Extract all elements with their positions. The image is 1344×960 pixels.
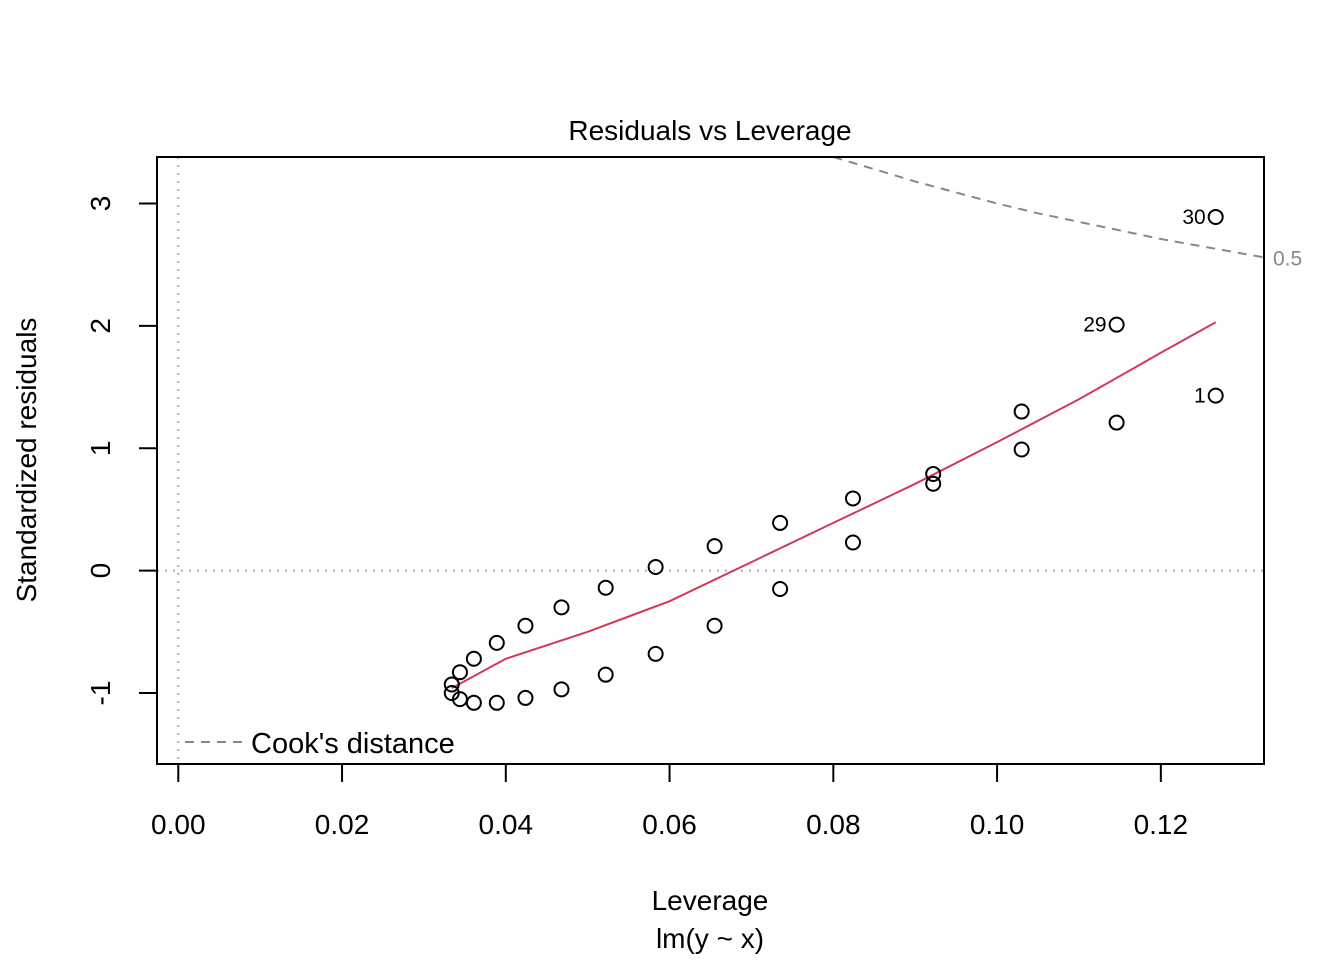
plot-frame <box>156 156 1265 765</box>
x-tick-label: 0.00 <box>151 809 206 840</box>
data-point <box>1108 414 1125 431</box>
data-point <box>465 694 482 711</box>
data-point <box>443 676 460 693</box>
y-tick-label: 0 <box>85 563 116 579</box>
data-point <box>925 475 942 492</box>
x-tick-label: 0.10 <box>970 809 1025 840</box>
data-point <box>597 579 614 596</box>
data-point <box>553 681 570 698</box>
x-tick-label: 0.12 <box>1134 809 1189 840</box>
legend: Cook's distance <box>185 728 455 760</box>
reference-lines <box>157 157 1264 764</box>
data-point <box>465 650 482 667</box>
point-label: 29 <box>1083 314 1106 337</box>
y-tick-label: -1 <box>85 681 116 706</box>
data-point <box>772 580 789 597</box>
data-point <box>1207 387 1224 404</box>
point-label: 30 <box>1182 206 1205 229</box>
legend-label: Cook's distance <box>251 728 455 760</box>
data-point <box>647 645 664 662</box>
point-labels: 1 29 30 <box>1083 206 1205 408</box>
data-point <box>647 558 664 575</box>
data-point <box>844 490 861 507</box>
point-label: 1 <box>1194 385 1206 408</box>
x-axis: 0.00 0.02 0.04 0.06 0.08 0.10 0.12 <box>151 763 1189 840</box>
y-tick-label: 3 <box>85 196 116 212</box>
cooks-distance-curve: 0.5 <box>833 156 1302 270</box>
data-point <box>706 617 723 634</box>
data-point <box>553 599 570 616</box>
y-tick-label: 1 <box>85 441 116 457</box>
data-point <box>772 514 789 531</box>
x-tick-label: 0.08 <box>806 809 861 840</box>
data-point <box>844 534 861 551</box>
x-tick-label: 0.04 <box>479 809 534 840</box>
smooth-trend-line <box>451 321 1217 689</box>
data-point <box>488 694 505 711</box>
data-point <box>1013 441 1030 458</box>
x-tick-label: 0.06 <box>642 809 697 840</box>
data-point <box>1013 403 1030 420</box>
data-point <box>597 666 614 683</box>
data-point <box>925 465 942 482</box>
model-formula-label: lm(y ~ x) <box>656 923 764 954</box>
chart-title: Residuals vs Leverage <box>568 115 851 146</box>
y-axis-label: Standardized residuals <box>11 318 42 603</box>
data-point <box>1108 316 1125 333</box>
y-tick-label: 2 <box>85 318 116 334</box>
data-point <box>451 664 468 681</box>
x-tick-label: 0.02 <box>315 809 370 840</box>
data-points <box>443 208 1224 711</box>
cooks-distance-line <box>833 156 1265 259</box>
data-point <box>443 685 460 702</box>
data-point <box>517 689 534 706</box>
cooks-distance-level-label: 0.5 <box>1273 247 1302 270</box>
data-point <box>1207 208 1224 225</box>
y-axis: -1 0 1 2 3 <box>85 196 158 706</box>
data-point <box>517 617 534 634</box>
data-point <box>706 538 723 555</box>
smooth-line <box>451 321 1217 689</box>
data-point <box>488 634 505 651</box>
x-axis-label: Leverage <box>652 885 769 916</box>
